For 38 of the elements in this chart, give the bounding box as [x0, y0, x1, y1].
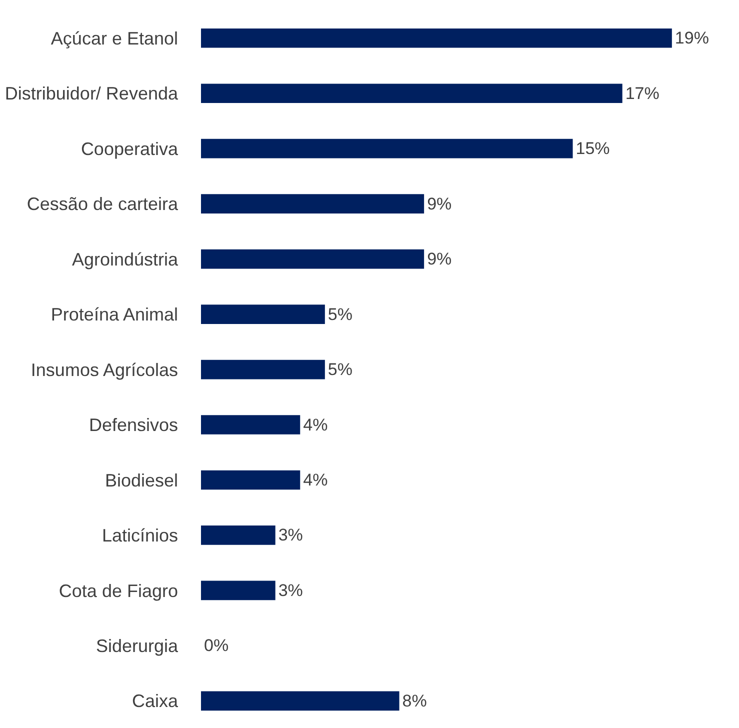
bar — [201, 138, 573, 158]
bar — [201, 84, 622, 104]
y-tick-label: Agroindústria — [72, 249, 179, 270]
bar — [201, 691, 400, 711]
data-label: 9% — [427, 250, 452, 269]
y-tick-label: Cooperativa — [80, 138, 179, 159]
data-label: 19% — [674, 28, 709, 48]
y-tick-label: Distribuidor/ Revenda — [4, 84, 179, 104]
y-tick-label: Defensivos — [88, 415, 178, 436]
y-tick-label: Caixa — [132, 691, 179, 712]
y-tick-label: Laticínios — [102, 526, 178, 546]
bar — [201, 470, 300, 490]
data-label: 3% — [278, 526, 303, 545]
data-label: 0% — [204, 636, 229, 656]
y-tick-label: Biodiesel — [104, 470, 178, 490]
data-label: 4% — [303, 415, 328, 434]
data-label: 9% — [427, 194, 452, 214]
y-tick-label: Cota de Fiagro — [58, 580, 178, 601]
y-tick-label: Proteína Animal — [50, 304, 178, 325]
y-tick-label: Cessão de carteira — [26, 194, 179, 214]
y-tick-label: Siderurgia — [96, 636, 179, 656]
bar — [201, 526, 276, 545]
data-label: 8% — [402, 691, 427, 710]
bar — [201, 249, 424, 269]
data-label: 4% — [303, 470, 328, 490]
bar — [201, 415, 300, 434]
y-tick-label: Insumos Agrícolas — [30, 360, 178, 380]
bar — [201, 194, 424, 214]
data-label: 17% — [625, 84, 660, 103]
data-label: 5% — [328, 360, 352, 380]
bar — [201, 360, 325, 380]
bar — [201, 304, 325, 324]
data-label: 3% — [278, 580, 303, 600]
bar — [201, 580, 276, 600]
data-label: 5% — [328, 304, 352, 324]
data-label: 15% — [576, 139, 610, 158]
y-tick-label: Açúcar e Etanol — [50, 28, 178, 48]
bar — [201, 28, 672, 48]
